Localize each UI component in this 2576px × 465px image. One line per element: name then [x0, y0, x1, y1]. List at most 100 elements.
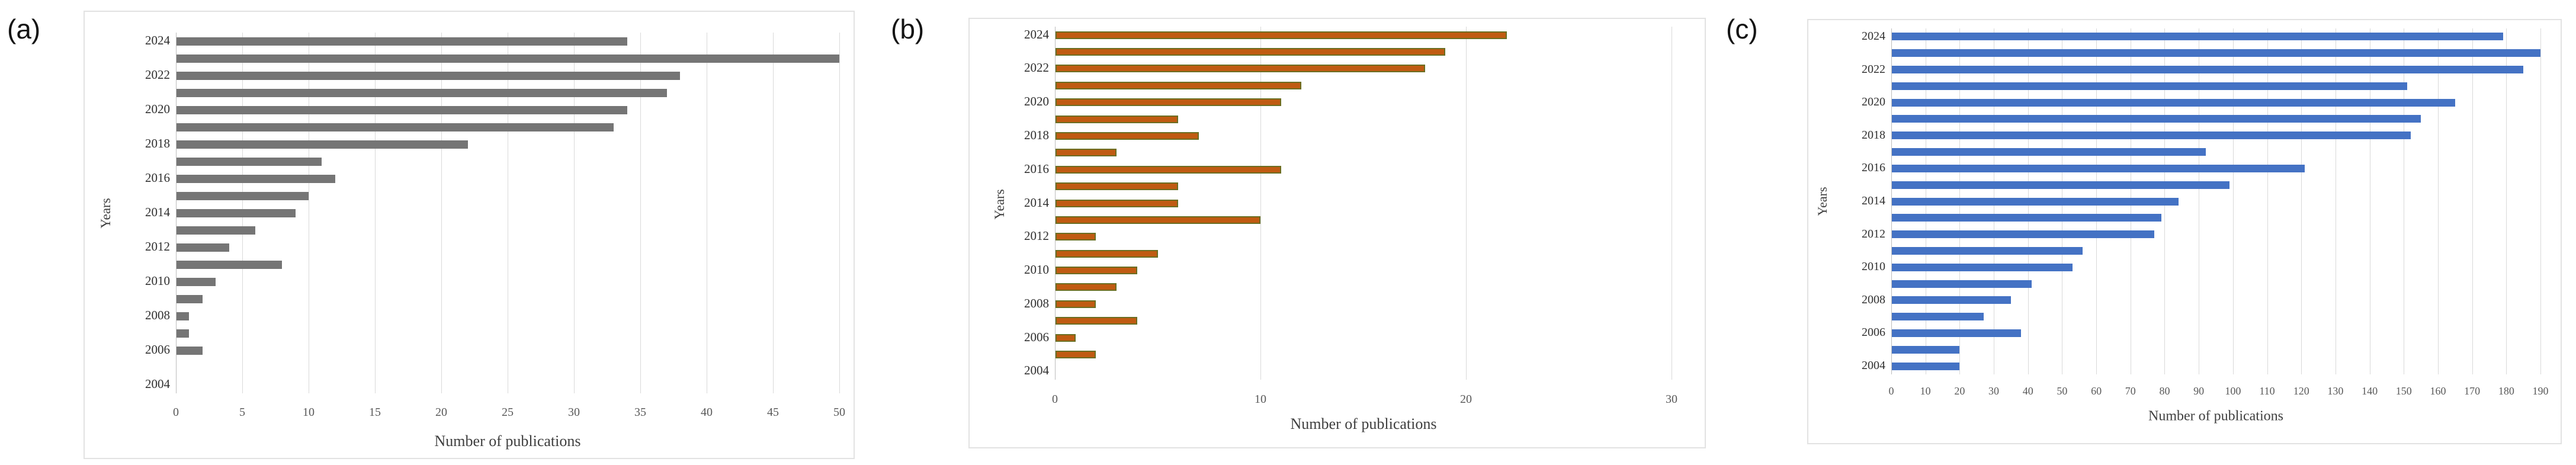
chart-frame-b	[968, 18, 1706, 448]
x-tick-label: 30	[1666, 393, 1677, 406]
bar-2018	[1056, 132, 1199, 140]
x-axis-title-a: Number of publications	[434, 432, 581, 450]
x-tick-label: 160	[2430, 385, 2446, 397]
x-tick-label: 30	[1988, 385, 2000, 397]
x-tick-label: 20	[1954, 385, 1965, 397]
bar-2010	[1056, 267, 1137, 275]
gridline	[574, 33, 575, 393]
bar-2018	[177, 140, 468, 149]
x-tick-label: 60	[2091, 385, 2102, 397]
bar-2007	[1892, 313, 1984, 321]
bar-2011	[1056, 249, 1158, 258]
gridline	[2472, 28, 2473, 374]
gridline	[773, 33, 774, 393]
y-tick-label: 2014	[1862, 194, 1885, 207]
bar-2022	[1892, 66, 2524, 74]
bar-2023	[177, 54, 839, 63]
bar-2012	[1892, 230, 2155, 239]
bar-2012	[1056, 233, 1096, 241]
bar-2015	[1892, 181, 2230, 189]
x-tick-label: 50	[2057, 385, 2068, 397]
bar-2008	[177, 312, 190, 320]
panel-label-c: (c)	[1726, 14, 1758, 44]
bar-2020	[177, 105, 627, 114]
y-tick-label: 2024	[145, 33, 170, 47]
y-tick-label: 2018	[1024, 127, 1049, 142]
y-tick-label: 2006	[145, 342, 170, 357]
x-tick-label: 45	[767, 406, 779, 419]
gridline	[2437, 28, 2439, 374]
x-axis-title-b: Number of publications	[1290, 415, 1437, 432]
x-tick-label: 120	[2293, 385, 2309, 397]
bar-2024	[1892, 33, 2503, 41]
y-axis-line	[1055, 27, 1056, 380]
y-tick-label: 2008	[145, 308, 170, 322]
y-tick-label: 2004	[1862, 359, 1885, 373]
bar-2016	[1056, 165, 1281, 174]
gridline	[2506, 28, 2507, 374]
y-tick-label: 2010	[1024, 262, 1049, 277]
y-tick-label: 2004	[145, 377, 170, 391]
bar-2009	[1892, 280, 2032, 288]
bar-2015	[1056, 182, 1179, 191]
y-tick-label: 2006	[1024, 329, 1049, 344]
bar-2021	[1892, 82, 2408, 90]
x-axis-title-c: Number of publications	[2148, 408, 2283, 424]
x-tick-label: 130	[2327, 385, 2344, 397]
bar-2021	[177, 88, 667, 97]
bar-2020	[1056, 98, 1281, 107]
x-tick-label: 10	[303, 406, 315, 419]
gridline	[1466, 27, 1467, 380]
x-tick-label: 180	[2498, 385, 2514, 397]
bar-2020	[1892, 98, 2455, 107]
y-axis-line	[176, 33, 177, 393]
x-tick-label: 110	[2259, 385, 2275, 397]
x-tick-label: 20	[435, 406, 447, 419]
x-tick-label: 190	[2532, 385, 2549, 397]
y-tick-label: 2018	[145, 136, 170, 150]
gridline	[2301, 28, 2302, 374]
x-tick-label: 25	[502, 406, 514, 419]
y-tick-label: 2016	[1862, 161, 1885, 175]
y-tick-label: 2022	[1862, 62, 1885, 76]
bar-2008	[1892, 296, 2011, 304]
bar-2024	[177, 37, 627, 46]
y-tick-label: 2012	[145, 239, 170, 254]
bar-2016	[1892, 164, 2305, 172]
bar-2022	[177, 71, 681, 80]
bar-2008	[1056, 300, 1096, 308]
bar-2006	[177, 346, 203, 355]
bar-2015	[177, 191, 309, 200]
y-tick-label: 2022	[1024, 60, 1049, 75]
y-tick-label: 2008	[1862, 293, 1885, 306]
bar-2014	[1892, 197, 2179, 206]
x-tick-label: 0	[173, 406, 179, 419]
x-tick-label: 0	[1888, 385, 1894, 397]
bar-2009	[177, 294, 203, 303]
panel-label-b: (b)	[891, 14, 925, 44]
x-tick-label: 80	[2159, 385, 2170, 397]
bar-2023	[1892, 49, 2540, 57]
bar-2021	[1056, 81, 1302, 89]
bar-2011	[1892, 246, 2083, 255]
bar-2023	[1056, 48, 1446, 56]
x-tick-label: 40	[2022, 385, 2033, 397]
bar-2007	[1056, 317, 1137, 325]
y-tick-label: 2020	[1024, 94, 1049, 109]
x-tick-label: 70	[2125, 385, 2136, 397]
gridline	[375, 33, 376, 393]
x-tick-label: 100	[2225, 385, 2241, 397]
bar-2016	[177, 174, 335, 183]
bar-2010	[1892, 263, 2073, 271]
bar-2010	[177, 277, 216, 286]
y-tick-label: 2016	[1024, 161, 1049, 176]
x-tick-label: 90	[2193, 385, 2205, 397]
bar-2014	[1056, 199, 1179, 207]
y-axis-line	[1891, 28, 1892, 374]
x-tick-label: 20	[1460, 393, 1472, 406]
bar-2018	[1892, 132, 2411, 140]
bar-2007	[177, 329, 190, 338]
